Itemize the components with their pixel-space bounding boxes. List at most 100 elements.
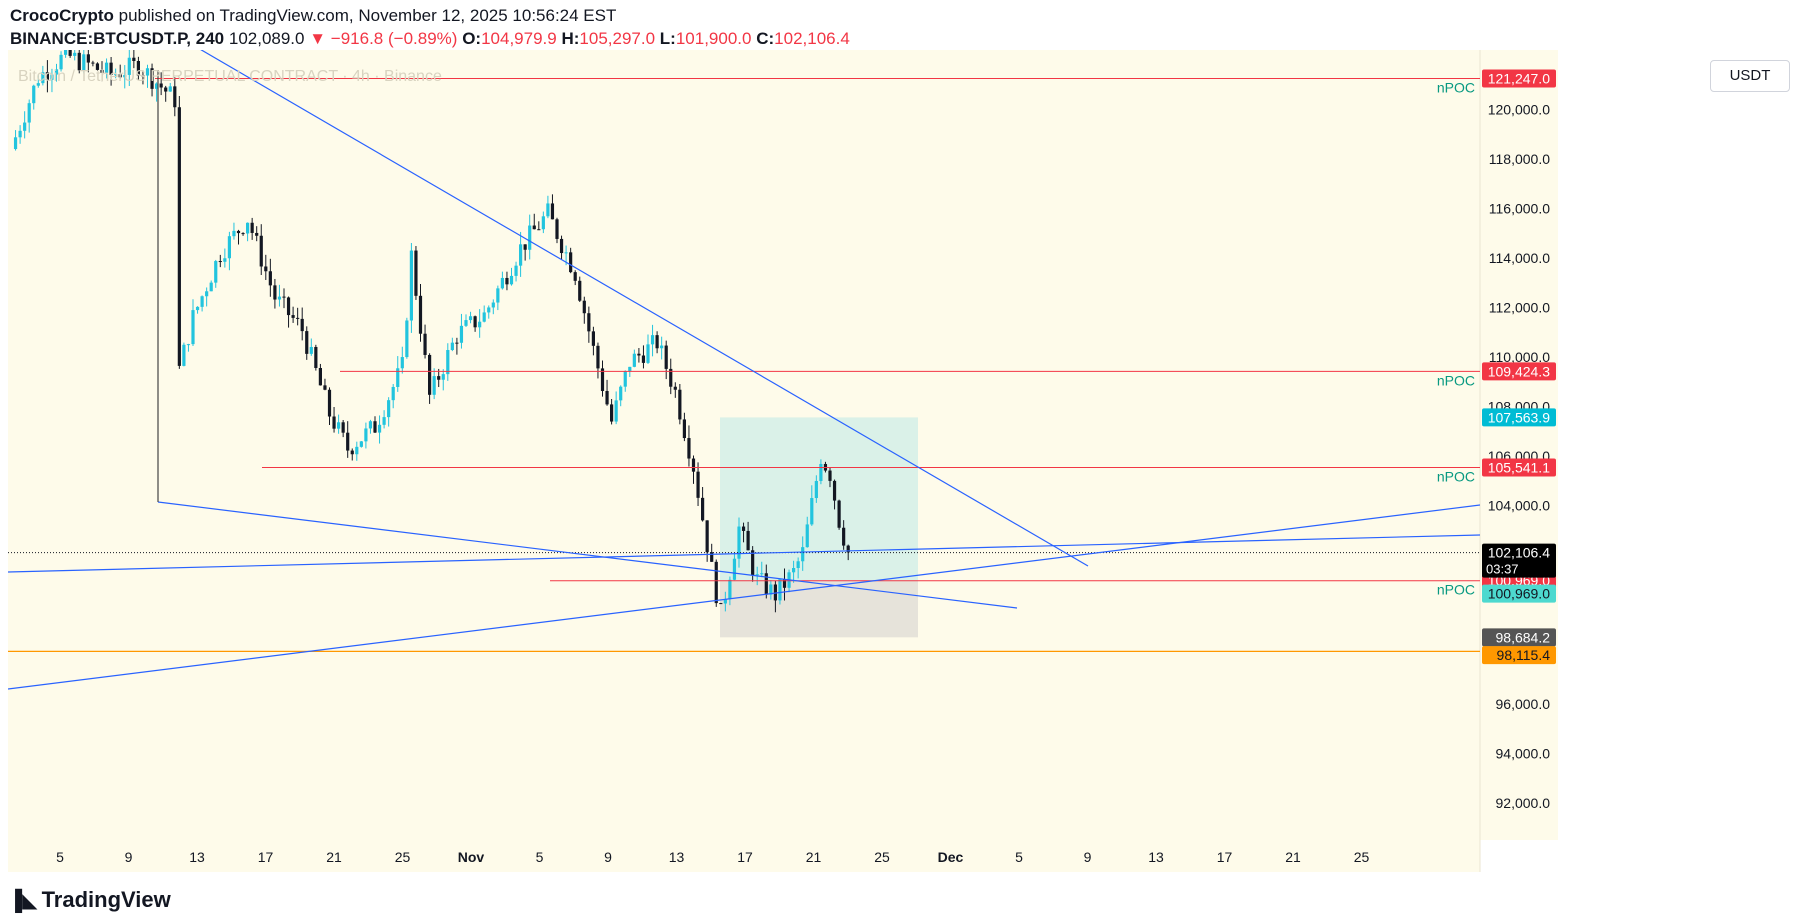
candle-body [519, 244, 523, 266]
candle-body [741, 526, 746, 531]
candle-body [173, 86, 177, 108]
x-tick-label: 17 [737, 849, 753, 865]
npoc-text: nPOC [1437, 80, 1475, 96]
y-tick-label: 118,000.0 [1489, 151, 1550, 167]
candle-body [18, 130, 22, 138]
candle-body [332, 416, 336, 429]
candle-body [209, 282, 213, 292]
candle-body [755, 574, 759, 576]
candle-body [100, 69, 104, 73]
open-label: O: [462, 29, 482, 48]
candle-body [337, 422, 341, 429]
candle-body [796, 561, 800, 568]
candle-body [437, 376, 441, 380]
candle-body [68, 50, 72, 56]
candle-body [487, 307, 491, 313]
candle-body [719, 603, 723, 605]
candle-body [446, 350, 450, 375]
candle-body [323, 385, 327, 390]
candle-body [582, 300, 586, 314]
candle-body [746, 530, 750, 551]
candle-body [346, 432, 350, 451]
candle-body [660, 345, 664, 349]
price-axis-background [1480, 50, 1558, 840]
candle-body [468, 316, 473, 321]
candle-body [769, 584, 773, 595]
candle-body [619, 386, 623, 401]
x-tick-label: Nov [458, 849, 485, 865]
candle-body [373, 421, 377, 433]
candle-body [710, 552, 714, 562]
candle-body [145, 68, 150, 76]
candle-body [309, 346, 313, 354]
candle-body [764, 573, 768, 595]
candle-body [541, 216, 545, 230]
orange-price-badge-bg [1482, 646, 1556, 665]
low-label: L: [659, 29, 676, 48]
candle-body [691, 458, 696, 472]
candle-body [273, 285, 277, 300]
candle-body [600, 368, 605, 392]
candle-body [259, 235, 263, 267]
candle-body [109, 62, 113, 75]
candle-body [532, 225, 536, 230]
candle-body [114, 74, 118, 76]
trend-line [8, 534, 1480, 573]
candle-body [396, 368, 400, 387]
tradingview-logo[interactable]: ▐◣ TradingView [8, 887, 171, 913]
candle-body [478, 321, 482, 328]
candle-body [82, 54, 86, 71]
candle-body [641, 355, 646, 363]
candle-body [528, 225, 532, 250]
y-tick-label: 110,000.0 [1489, 349, 1550, 365]
npoc-price-badge: 109,424.3 [1488, 363, 1550, 379]
current-price-badge: 102,106.4 [1488, 545, 1550, 561]
author-name[interactable]: CrocoCrypto [10, 6, 114, 25]
candle-body [605, 391, 609, 405]
x-tick-label: 5 [56, 849, 64, 865]
x-tick-label: 21 [806, 849, 822, 865]
y-tick-label: 116,000.0 [1489, 200, 1550, 216]
tradingview-logo-icon: ▐◣ [8, 889, 38, 912]
tradingview-logo-text: TradingView [41, 887, 171, 912]
npoc-text: nPOC [1437, 469, 1475, 485]
candle-body [409, 250, 413, 321]
candle-body [418, 295, 423, 334]
candle-body [277, 296, 282, 300]
candle-body [573, 272, 577, 281]
candle-body [591, 331, 595, 346]
stop-price-badge: 98,684.2 [1496, 629, 1551, 645]
candle-body [377, 424, 382, 433]
candle-body [596, 345, 600, 369]
price-change: −916.8 (−0.89%) [330, 29, 458, 48]
candle-body [314, 346, 318, 369]
symbol-label[interactable]: BINANCE:BTCUSDT.P, 240 [10, 29, 225, 48]
candle-body [623, 371, 627, 387]
chart-watermark: Bitcoin / TetherUS PERPETUAL CONTRACT · … [18, 68, 442, 85]
candle-body [673, 386, 677, 390]
entry-price-badge: 100,969.0 [1488, 586, 1550, 602]
candle-body [123, 74, 127, 78]
candle-body [646, 344, 650, 363]
candle-body [655, 335, 659, 349]
candle-body [300, 318, 304, 332]
candle-body [214, 261, 218, 283]
y-tick-label: 120,000.0 [1488, 101, 1550, 117]
currency-button[interactable]: USDT [1710, 60, 1790, 92]
candle-body [236, 230, 241, 234]
candle-body [455, 342, 459, 344]
candle-body [842, 527, 846, 546]
candle-body [664, 345, 668, 369]
candle-body [737, 526, 741, 559]
candle-body [141, 75, 145, 77]
y-tick-label: 96,000.0 [1496, 696, 1551, 712]
candle-body [45, 72, 49, 80]
candle-body [846, 545, 850, 553]
candle-body [500, 277, 504, 289]
candle-body [255, 232, 259, 236]
candle-body [218, 261, 222, 263]
candle-body [610, 404, 614, 422]
candle-body [632, 353, 636, 367]
open-value: 104,979.9 [481, 29, 557, 48]
